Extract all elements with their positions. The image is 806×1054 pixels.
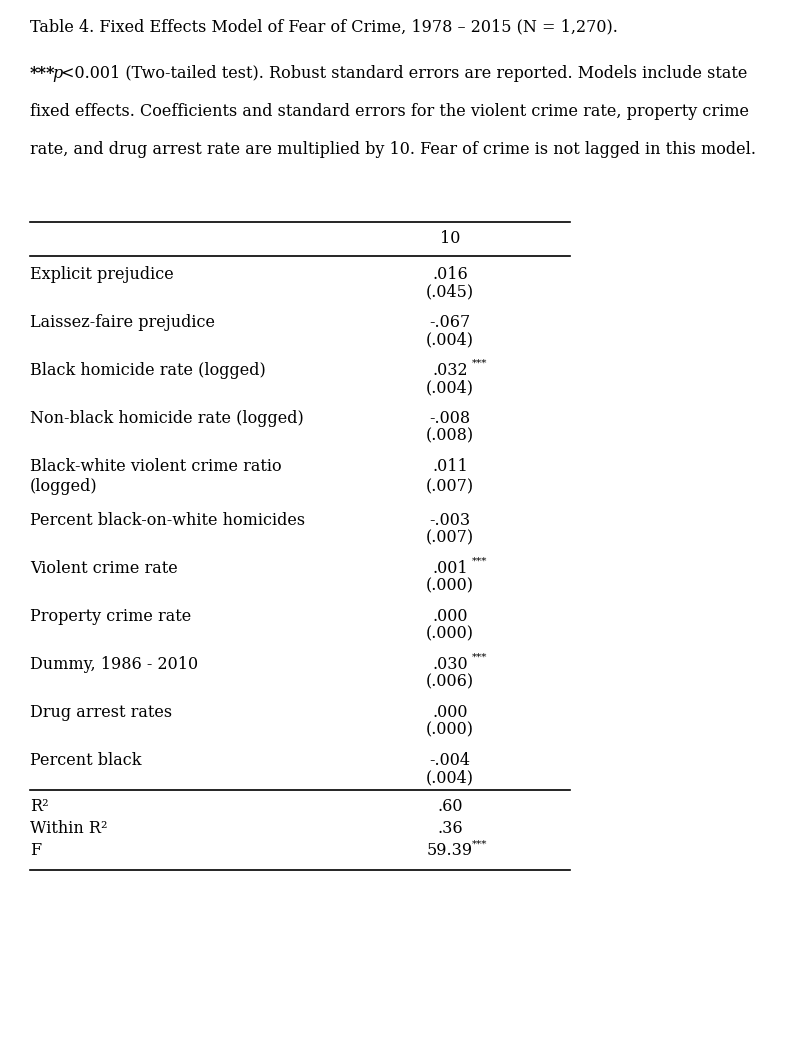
Text: .60: .60 [437,798,463,815]
Text: Non-black homicide rate (logged): Non-black homicide rate (logged) [30,410,304,427]
Text: -.003: -.003 [430,512,471,529]
Text: .016: .016 [432,266,467,284]
Text: fixed effects. Coefficients and standard errors for the violent crime rate, prop: fixed effects. Coefficients and standard… [30,103,749,120]
Text: rate, and drug arrest rate are multiplied by 10. Fear of crime is not lagged in : rate, and drug arrest rate are multiplie… [30,141,756,158]
Text: Laissez-faire prejudice: Laissez-faire prejudice [30,314,215,331]
Text: 10: 10 [440,230,460,247]
Text: Dummy, 1986 - 2010: Dummy, 1986 - 2010 [30,656,198,674]
Text: ***: *** [472,840,488,850]
Text: (.007): (.007) [426,529,474,546]
Text: .001: .001 [432,560,467,577]
Text: .011: .011 [432,458,467,475]
Text: Explicit prejudice: Explicit prejudice [30,266,174,284]
Text: .030: .030 [432,656,467,674]
Text: (.006): (.006) [426,674,474,690]
Text: Percent black-on-white homicides: Percent black-on-white homicides [30,512,305,529]
Text: -.067: -.067 [430,314,471,331]
Text: Table 4. Fixed Effects Model of Fear of Crime, 1978 – 2015 (N = 1,270).: Table 4. Fixed Effects Model of Fear of … [30,18,618,35]
Text: Within R²: Within R² [30,820,107,837]
Text: (.007): (.007) [426,479,474,495]
Text: (.000): (.000) [426,625,474,642]
Text: -.008: -.008 [430,410,471,427]
Text: (.004): (.004) [426,331,474,348]
Text: .000: .000 [432,704,467,721]
Text: (.000): (.000) [426,577,474,594]
Text: .032: .032 [432,362,467,379]
Text: Violent crime rate: Violent crime rate [30,560,178,577]
Text: (.000): (.000) [426,721,474,738]
Text: ***: *** [472,653,488,662]
Text: 59.39: 59.39 [427,842,473,859]
Text: Black-white violent crime ratio: Black-white violent crime ratio [30,458,281,475]
Text: (.008): (.008) [426,427,474,444]
Text: <0.001 (Two-tailed test). Robust standard errors are reported. Models include st: <0.001 (Two-tailed test). Robust standar… [61,65,747,82]
Text: ***: *** [472,359,488,368]
Text: Property crime rate: Property crime rate [30,608,191,625]
Text: F: F [30,842,41,859]
Text: -.004: -.004 [430,752,471,769]
Text: .000: .000 [432,608,467,625]
Text: Percent black: Percent black [30,752,142,769]
Text: (.004): (.004) [426,769,474,786]
Text: p: p [52,65,62,82]
Text: ***: *** [472,557,488,566]
Text: Drug arrest rates: Drug arrest rates [30,704,172,721]
Text: ***: *** [30,65,56,82]
Text: .36: .36 [437,820,463,837]
Text: (.045): (.045) [426,284,474,300]
Text: (.004): (.004) [426,379,474,396]
Text: Black homicide rate (logged): Black homicide rate (logged) [30,362,266,379]
Text: R²: R² [30,798,48,815]
Text: (logged): (logged) [30,479,98,495]
